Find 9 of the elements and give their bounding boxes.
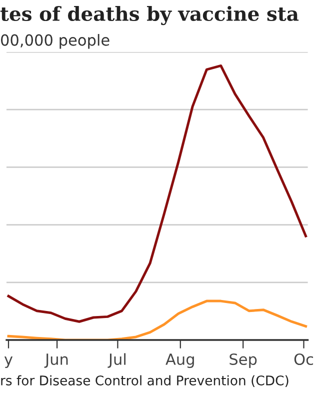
- x-tick-label: Oc: [294, 353, 314, 366]
- chart-subtitle: 00,000 people: [1, 34, 110, 49]
- x-tick-label: y: [4, 356, 13, 368]
- x-tick-label: Sep: [230, 353, 257, 368]
- x-tick-label: Jul: [108, 353, 126, 368]
- chart-title: tes of deaths by vaccine sta: [0, 6, 299, 26]
- text: rs for Disease Control and Prevention (CDC): [1, 375, 288, 387]
- x-tick-label: Aug: [166, 354, 194, 368]
- x-tick-label: Jun: [44, 354, 68, 368]
